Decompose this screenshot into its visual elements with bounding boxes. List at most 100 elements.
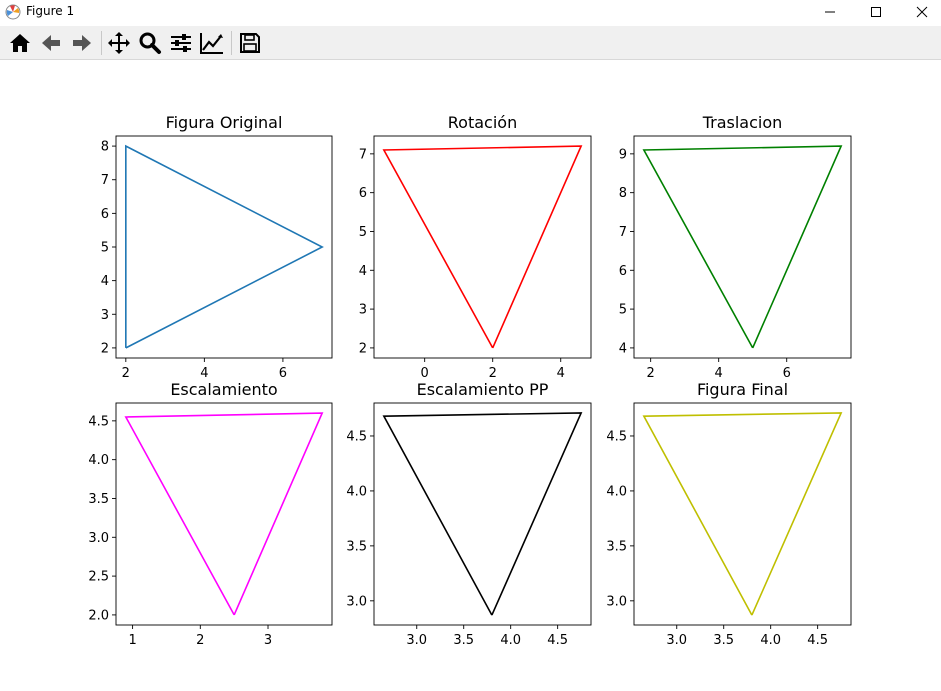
y-tick-label: 7 — [619, 225, 627, 240]
x-tick-label: 6 — [783, 366, 791, 381]
subplot[interactable]: 3.0 3.5 4.0 4.5 3.0 3.5 4.0 4.5 Escalamiento PP — [346, 380, 592, 648]
series-line — [125, 144, 324, 349]
y-tick-label: 4.5 — [606, 429, 627, 444]
subplot-title: Figura Original — [166, 113, 283, 132]
forward-arrow-icon — [73, 35, 91, 51]
configure-subplots-button[interactable] — [168, 30, 194, 56]
y-tick-label: 2.0 — [88, 608, 109, 623]
forward-button[interactable] — [69, 30, 95, 56]
y-tick-label: 4 — [101, 274, 109, 289]
maximize-button[interactable] — [853, 0, 899, 24]
series-line — [642, 145, 843, 349]
y-tick-label: 3.5 — [606, 539, 627, 554]
toolbar-separator — [101, 31, 102, 55]
y-tick-label: 3.5 — [88, 492, 109, 507]
y-tick-label: 4.0 — [346, 484, 367, 499]
minimize-button[interactable] — [807, 0, 853, 24]
edit-axis-icon — [200, 33, 223, 54]
x-tick-label: 4.5 — [547, 633, 568, 648]
y-tick-label: 2.5 — [88, 570, 109, 585]
subplot-title: Traslacion — [702, 113, 783, 132]
series-line — [382, 145, 583, 349]
x-tick-label: 3 — [264, 633, 272, 648]
y-tick-label: 4 — [619, 341, 627, 356]
save-icon — [240, 33, 260, 53]
home-icon — [10, 34, 30, 52]
subplot[interactable]: 2 4 6 2 3 4 5 6 7 8 Figura Original — [101, 113, 333, 381]
configure-subplots-icon — [171, 34, 191, 52]
subplot-title: Escalamiento — [170, 380, 277, 399]
zoom-icon — [139, 32, 161, 54]
x-tick-label: 4.0 — [760, 633, 781, 648]
navigation-toolbar — [0, 26, 941, 60]
axes-frame — [633, 402, 852, 626]
x-tick-label: 1 — [128, 633, 136, 648]
x-tick-label: 6 — [279, 366, 287, 381]
x-tick-label: 4.0 — [500, 633, 521, 648]
axes-frame — [115, 402, 333, 626]
series-line — [124, 412, 324, 616]
y-tick-label: 2 — [359, 341, 367, 356]
x-tick-label: 3.0 — [406, 633, 427, 648]
toolbar-separator — [231, 31, 232, 55]
y-tick-label: 2 — [101, 341, 109, 356]
y-tick-label: 6 — [359, 186, 367, 201]
x-tick-label: 3.5 — [713, 633, 734, 648]
y-tick-label: 3.0 — [346, 594, 367, 609]
y-tick-label: 6 — [619, 264, 627, 279]
close-icon — [916, 6, 928, 18]
save-button[interactable] — [237, 30, 263, 56]
axes-frame — [373, 135, 592, 359]
pan-icon — [108, 32, 130, 54]
x-tick-label: 2 — [647, 366, 655, 381]
y-tick-label: 4 — [359, 264, 367, 279]
back-arrow-icon — [42, 35, 60, 51]
y-tick-label: 3 — [359, 303, 367, 318]
x-tick-label: 4 — [200, 366, 208, 381]
back-button[interactable] — [38, 30, 64, 56]
y-tick-label: 5 — [619, 303, 627, 318]
edit-axis-button[interactable] — [199, 30, 225, 56]
y-tick-label: 6 — [101, 207, 109, 222]
subplot-title: Escalamiento PP — [417, 380, 549, 399]
x-tick-label: 4.5 — [807, 633, 828, 648]
figure-canvas[interactable]: 2 4 6 2 3 4 5 6 7 8 Figura Original 0 2 4 2 3 4 5 6 7 Rotaci… — [0, 60, 941, 691]
x-tick-label: 3.0 — [666, 633, 687, 648]
matplotlib-icon — [5, 4, 21, 20]
minimize-icon — [825, 11, 835, 13]
y-tick-label: 3.0 — [88, 531, 109, 546]
zoom-button[interactable] — [137, 30, 163, 56]
pan-button[interactable] — [106, 30, 132, 56]
subplot[interactable]: 3.0 3.5 4.0 4.5 3.0 3.5 4.0 4.5 Figura Final — [606, 380, 852, 648]
x-tick-label: 0 — [421, 366, 429, 381]
series-line — [382, 412, 583, 616]
home-button[interactable] — [7, 30, 33, 56]
y-tick-label: 4.0 — [606, 484, 627, 499]
y-tick-label: 7 — [101, 173, 109, 188]
y-tick-label: 4.5 — [346, 429, 367, 444]
y-tick-label: 5 — [359, 225, 367, 240]
subplot[interactable]: 0 2 4 2 3 4 5 6 7 Rotación — [359, 113, 592, 381]
close-button[interactable] — [899, 0, 941, 24]
y-tick-label: 3 — [101, 308, 109, 323]
y-tick-label: 4.0 — [88, 453, 109, 468]
window-titlebar: Figure 1 — [0, 0, 941, 24]
y-tick-label: 3.0 — [606, 594, 627, 609]
x-tick-label: 2 — [489, 366, 497, 381]
x-tick-label: 4 — [557, 366, 565, 381]
series-line — [642, 412, 843, 616]
y-tick-label: 8 — [619, 186, 627, 201]
y-tick-label: 5 — [101, 241, 109, 256]
x-tick-label: 3.5 — [453, 633, 474, 648]
maximize-icon — [871, 7, 881, 17]
x-tick-label: 4 — [715, 366, 723, 381]
subplot[interactable]: 2 4 6 4 5 6 7 8 9 Traslacion — [619, 113, 852, 381]
axes-frame — [373, 402, 592, 626]
axes-frame — [633, 135, 852, 359]
y-tick-label: 7 — [359, 147, 367, 162]
y-tick-label: 8 — [101, 140, 109, 155]
y-tick-label: 9 — [619, 147, 627, 162]
subplot-title: Figura Final — [697, 380, 788, 399]
subplot[interactable]: 1 2 3 2.0 2.5 3.0 3.5 4.0 4.5 Escalamiento — [88, 380, 333, 648]
y-tick-label: 4.5 — [88, 414, 109, 429]
